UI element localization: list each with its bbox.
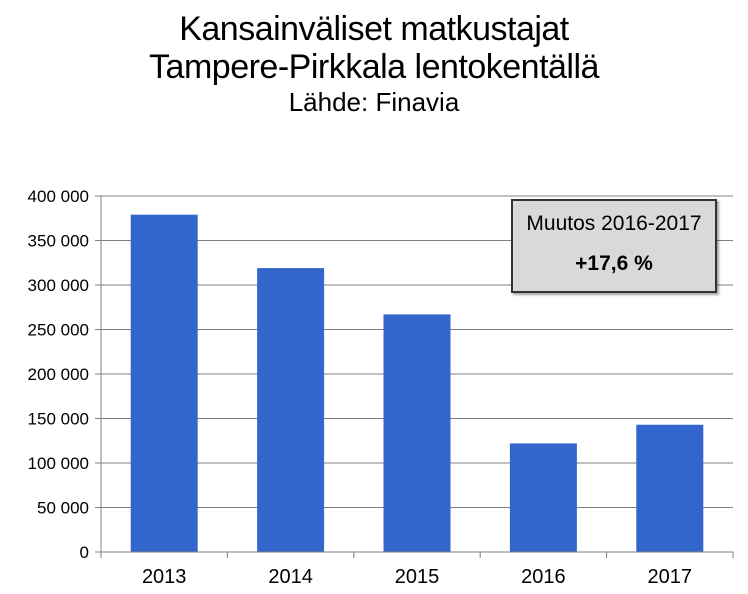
x-tick-label-2017: 2017: [648, 566, 693, 588]
y-tick-label: 350 000: [28, 232, 89, 251]
bar-2013: [130, 214, 198, 552]
y-tick-label: 250 000: [28, 321, 89, 340]
y-tick-label: 0: [80, 543, 89, 562]
x-tick-label-2013: 2013: [142, 566, 187, 588]
chart-title-block: Kansainväliset matkustajat Tampere-Pirkk…: [0, 10, 748, 118]
bar-2017: [636, 424, 704, 552]
y-tick-label: 200 000: [28, 365, 89, 384]
y-tick-label: 400 000: [28, 187, 89, 206]
y-tick-label: 150 000: [28, 410, 89, 429]
axis-labels: 0 50 000 100 000 150 000 200 000 250 000 300 0…: [28, 187, 693, 588]
y-tick-label: 50 000: [37, 499, 89, 518]
x-tick-label-2016: 2016: [521, 566, 566, 588]
y-tick-label: 100 000: [28, 454, 89, 473]
chart-subtitle: Lähde: Finavia: [288, 87, 460, 117]
x-tick-label-2015: 2015: [395, 566, 440, 588]
axes: [95, 195, 734, 558]
change-annotation-box: Muutos 2016-2017 +17,6 %: [511, 199, 717, 293]
annotation-value: +17,6 %: [575, 252, 653, 275]
chart-title-line-2: Tampere-Pirkkala lentokentällä: [149, 48, 599, 86]
annotation-label: Muutos 2016-2017: [526, 212, 702, 235]
chart-title: Kansainväliset matkustajat: [179, 10, 569, 48]
bar-2016: [509, 443, 577, 552]
x-tick-label-2014: 2014: [268, 566, 313, 588]
y-tick-label: 300 000: [28, 276, 89, 295]
bar-2014: [257, 268, 325, 552]
bars: [130, 214, 704, 552]
bar-2015: [383, 314, 451, 552]
